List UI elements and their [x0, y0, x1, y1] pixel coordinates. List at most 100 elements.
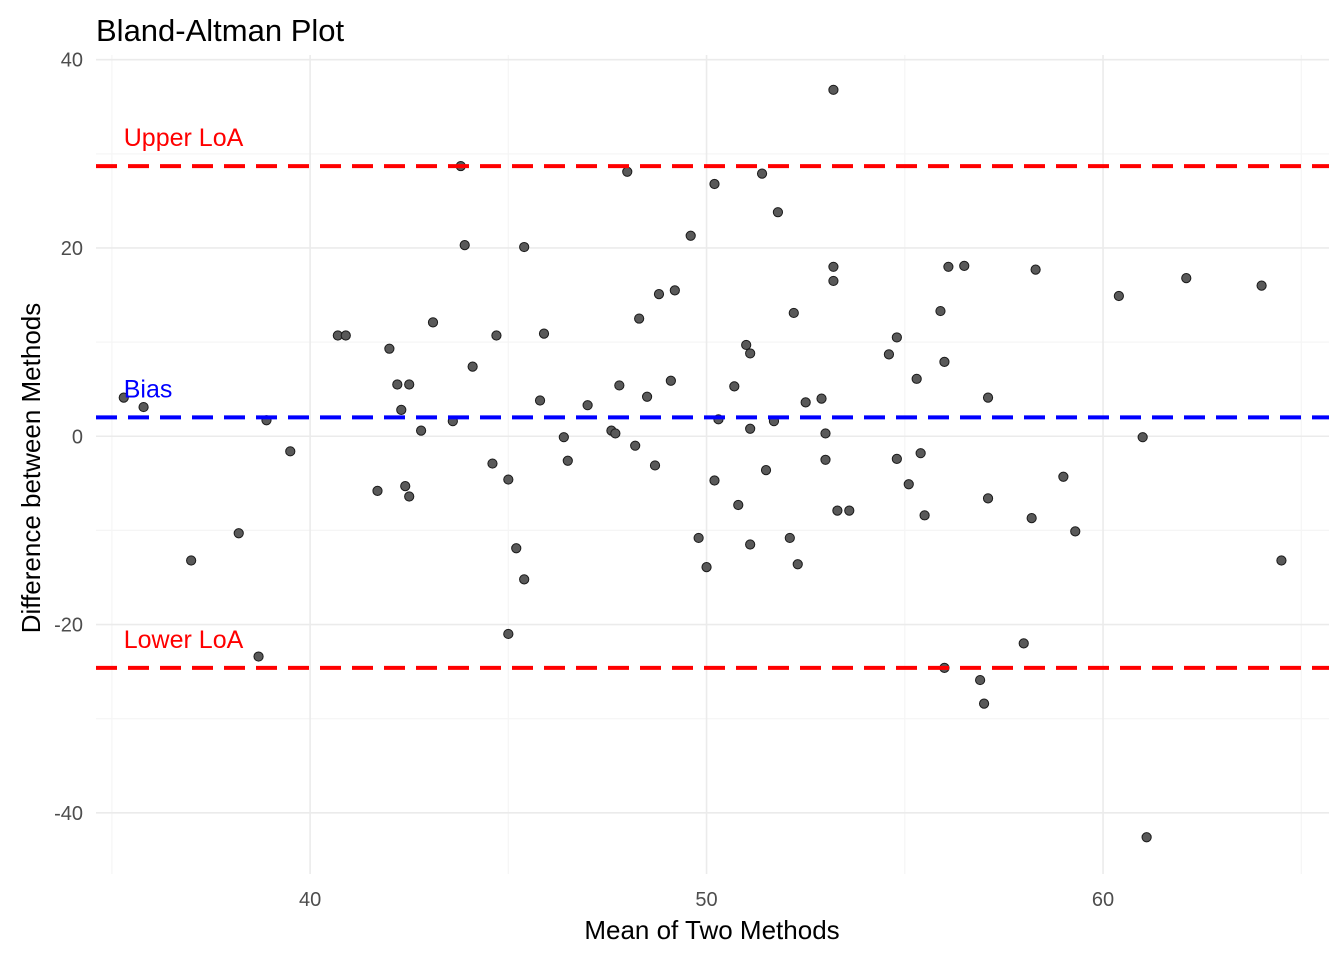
data-point [459, 240, 470, 251]
data-point [915, 448, 926, 459]
data-point [943, 261, 954, 272]
data-point [828, 84, 839, 95]
data-point [138, 401, 149, 413]
data-point [1058, 471, 1069, 482]
data-point [975, 674, 986, 686]
y-tick-label: 40 [61, 50, 83, 72]
data-point [1256, 280, 1267, 291]
x-tick-label: 60 [1092, 889, 1114, 911]
data-points [118, 84, 1287, 843]
data-point [959, 260, 970, 271]
data-point [820, 454, 831, 465]
data-point [384, 343, 395, 354]
data-point [903, 479, 914, 490]
data-point [1113, 290, 1124, 302]
data-point [669, 285, 680, 296]
data-point [756, 168, 768, 179]
reference-label: Bias [124, 375, 173, 403]
data-point [503, 474, 514, 485]
data-point [1137, 432, 1148, 443]
data-point [519, 574, 530, 585]
data-point [233, 528, 244, 539]
data-point [404, 379, 415, 390]
data-point [630, 440, 641, 451]
data-point [832, 505, 843, 516]
data-point [792, 559, 803, 570]
data-point [491, 330, 502, 341]
data-point [982, 392, 994, 403]
data-point [665, 375, 676, 386]
data-point [978, 698, 990, 709]
data-point [467, 361, 478, 372]
data-point [745, 539, 756, 550]
data-point [186, 555, 197, 566]
data-point [538, 328, 550, 339]
y-tick-label: -40 [54, 803, 83, 825]
data-point [622, 166, 633, 177]
data-point [511, 543, 522, 554]
data-point [891, 453, 902, 464]
data-point [828, 261, 839, 272]
data-point [415, 425, 427, 436]
y-axis-ticks: -40 -20 0 20 40 [54, 50, 83, 825]
data-point [709, 475, 720, 486]
y-tick-label: -20 [54, 615, 83, 637]
reference-lines [96, 164, 1329, 670]
data-point [1026, 513, 1037, 524]
data-point [939, 356, 950, 367]
data-point [1070, 526, 1081, 537]
reference-label: Lower LoA [124, 626, 244, 654]
data-point [701, 562, 712, 573]
data-point [503, 628, 514, 640]
data-point [487, 458, 498, 469]
data-point [883, 349, 895, 360]
x-axis-ticks: 40 50 60 [299, 889, 1114, 911]
data-point [816, 393, 827, 404]
data-point [919, 510, 930, 521]
y-tick-label: 0 [72, 426, 83, 448]
x-tick-label: 40 [299, 889, 321, 911]
data-point [340, 330, 351, 341]
data-point [649, 460, 661, 471]
data-point [641, 391, 653, 402]
data-point [427, 317, 439, 328]
data-point [519, 241, 530, 253]
major-gridlines [96, 55, 1329, 874]
data-point [653, 289, 665, 300]
data-point [935, 305, 946, 317]
data-point [729, 381, 740, 392]
data-point [828, 275, 839, 287]
reference-label: Upper LoA [124, 124, 244, 152]
data-point [396, 404, 407, 415]
data-point [709, 178, 720, 190]
x-tick-label: 50 [695, 889, 717, 911]
data-point [118, 392, 129, 403]
y-axis-title: Difference between Methods [16, 303, 46, 634]
data-point [772, 207, 784, 218]
data-point [1030, 264, 1041, 275]
data-point [1181, 273, 1192, 284]
y-tick-label: 20 [61, 238, 83, 260]
data-point [820, 428, 831, 439]
reference-labels: Upper LoA Bias Lower LoA [124, 124, 244, 654]
data-point [891, 332, 902, 343]
data-point [610, 428, 621, 439]
data-point [534, 395, 546, 406]
data-point [562, 455, 573, 466]
data-point [784, 532, 795, 544]
data-point [400, 481, 411, 492]
data-point [582, 400, 593, 411]
data-point [614, 380, 625, 391]
data-point [392, 379, 403, 390]
data-point [844, 505, 855, 516]
data-point [745, 423, 756, 434]
minor-gridlines [96, 55, 1329, 874]
data-point [733, 499, 744, 511]
data-point [788, 307, 799, 319]
data-point [558, 432, 569, 443]
data-point [760, 465, 772, 476]
chart-title: Bland-Altman Plot [96, 13, 345, 48]
x-axis-title: Mean of Two Methods [584, 915, 839, 945]
data-point [1141, 832, 1152, 843]
